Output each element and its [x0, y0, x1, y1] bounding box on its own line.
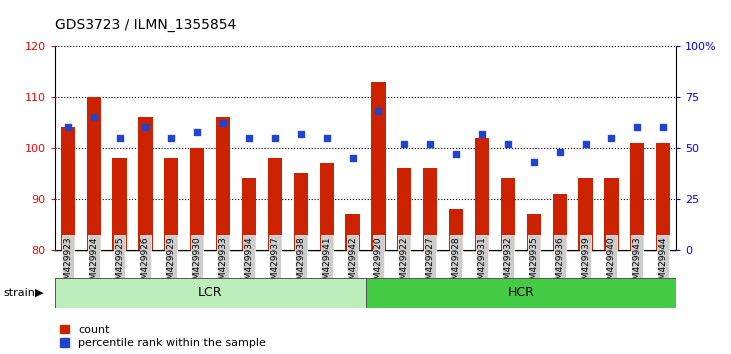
Point [62, 125, 74, 130]
Text: ▶: ▶ [35, 288, 44, 298]
Bar [656, 143, 670, 250]
Bar [268, 158, 282, 250]
Text: GSM429937: GSM429937 [270, 236, 279, 291]
Bar [113, 158, 126, 250]
Bar [475, 138, 489, 250]
Text: GSM429936: GSM429936 [555, 236, 564, 291]
Bar [164, 158, 178, 250]
Bar [366, 278, 676, 308]
Bar [138, 117, 153, 250]
Point [88, 114, 99, 120]
Text: GSM429923: GSM429923 [64, 236, 72, 291]
Point [398, 141, 410, 147]
Bar [553, 194, 567, 250]
Point [269, 135, 281, 141]
Bar [449, 209, 463, 250]
Text: GSM429943: GSM429943 [633, 236, 642, 291]
Point [165, 135, 177, 141]
Bar [86, 97, 101, 250]
Point [114, 135, 126, 141]
Text: GSM429926: GSM429926 [141, 236, 150, 291]
Point [528, 159, 539, 165]
Point [554, 149, 566, 155]
Text: GSM429932: GSM429932 [504, 236, 512, 291]
Point [295, 131, 306, 136]
Text: GSM429920: GSM429920 [374, 236, 383, 291]
Bar [319, 163, 334, 250]
Text: GSM429930: GSM429930 [193, 236, 202, 291]
Bar [630, 143, 645, 250]
Bar [294, 173, 308, 250]
Text: GSM429922: GSM429922 [400, 236, 409, 291]
Text: LCR: LCR [198, 286, 222, 299]
Text: GSM429940: GSM429940 [607, 236, 616, 291]
Bar [397, 168, 412, 250]
Text: GSM429925: GSM429925 [115, 236, 124, 291]
Point [346, 155, 358, 161]
Text: GSM429924: GSM429924 [89, 236, 98, 291]
Text: GSM429931: GSM429931 [477, 236, 487, 291]
Text: GSM429939: GSM429939 [581, 236, 590, 291]
Text: GSM429933: GSM429933 [219, 236, 227, 291]
Bar [578, 178, 593, 250]
Point [450, 151, 462, 157]
Text: GSM429938: GSM429938 [296, 236, 306, 291]
Legend: count, percentile rank within the sample: count, percentile rank within the sample [61, 325, 266, 348]
Point [502, 141, 514, 147]
Point [321, 135, 333, 141]
Text: GDS3723 / ILMN_1355854: GDS3723 / ILMN_1355854 [55, 18, 236, 32]
Bar [61, 127, 75, 250]
Point [632, 125, 643, 130]
Bar [605, 178, 618, 250]
Bar [371, 82, 385, 250]
Point [476, 131, 488, 136]
Text: GSM429944: GSM429944 [659, 236, 667, 291]
Bar [216, 117, 230, 250]
Point [140, 125, 151, 130]
Point [192, 129, 203, 135]
Bar [190, 148, 205, 250]
Point [580, 141, 591, 147]
Text: GSM429942: GSM429942 [348, 236, 357, 291]
Point [605, 135, 617, 141]
Bar [501, 178, 515, 250]
Text: GSM429927: GSM429927 [425, 236, 435, 291]
Text: GSM429935: GSM429935 [529, 236, 538, 291]
Point [425, 141, 436, 147]
Text: strain: strain [4, 288, 36, 298]
Text: HCR: HCR [507, 286, 534, 299]
Point [243, 135, 255, 141]
Bar [346, 214, 360, 250]
Text: GSM429934: GSM429934 [244, 236, 254, 291]
Bar [55, 278, 366, 308]
Bar [423, 168, 437, 250]
Text: GSM429928: GSM429928 [452, 236, 461, 291]
Point [217, 120, 229, 126]
Text: GSM429929: GSM429929 [167, 236, 176, 291]
Text: GSM429941: GSM429941 [322, 236, 331, 291]
Bar [242, 178, 256, 250]
Point [373, 108, 385, 114]
Bar [526, 214, 541, 250]
Point [657, 125, 669, 130]
